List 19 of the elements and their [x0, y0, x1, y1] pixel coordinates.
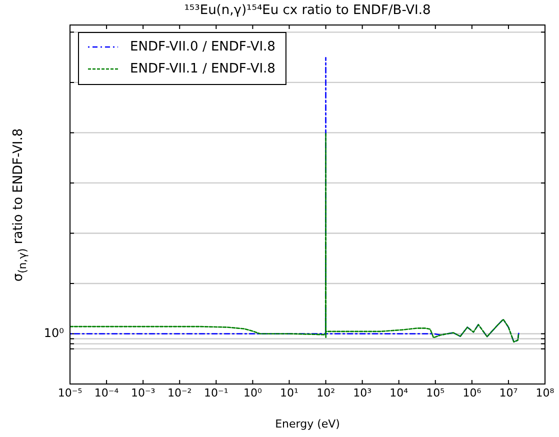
- x-tick-label: 10¹: [280, 386, 298, 400]
- x-tick-label: 10⁻²: [168, 386, 192, 400]
- legend-label: ENDF-VII.0 / ENDF-VI.8: [130, 39, 276, 54]
- x-tick-label: 10⁷: [499, 386, 518, 400]
- x-tick-label: 10⁸: [536, 386, 555, 400]
- x-tick-label: 10⁻³: [130, 386, 156, 400]
- x-tick-label: 10⁴: [390, 386, 409, 400]
- x-tick-label: 10⁵: [426, 386, 445, 400]
- x-tick-label: 10⁻⁵: [58, 386, 82, 400]
- x-tick-label: 10⁻⁴: [94, 386, 120, 400]
- chart-title: ¹⁵³Eu(n,γ)¹⁵⁴Eu cx ratio to ENDF/B-VI.8: [183, 3, 432, 18]
- x-tick-label: 10³: [353, 386, 372, 400]
- x-axis-title: Energy (eV): [275, 417, 340, 430]
- legend-label: ENDF-VII.1 / ENDF-VI.8: [130, 61, 276, 76]
- x-tick-label: 10⁶: [462, 386, 482, 400]
- x-tick-label: 10²: [316, 386, 335, 400]
- text: 10⁰: [44, 326, 64, 340]
- x-tick-label: 10⁰: [243, 386, 262, 400]
- x-tick-label: 10⁻¹: [204, 386, 228, 400]
